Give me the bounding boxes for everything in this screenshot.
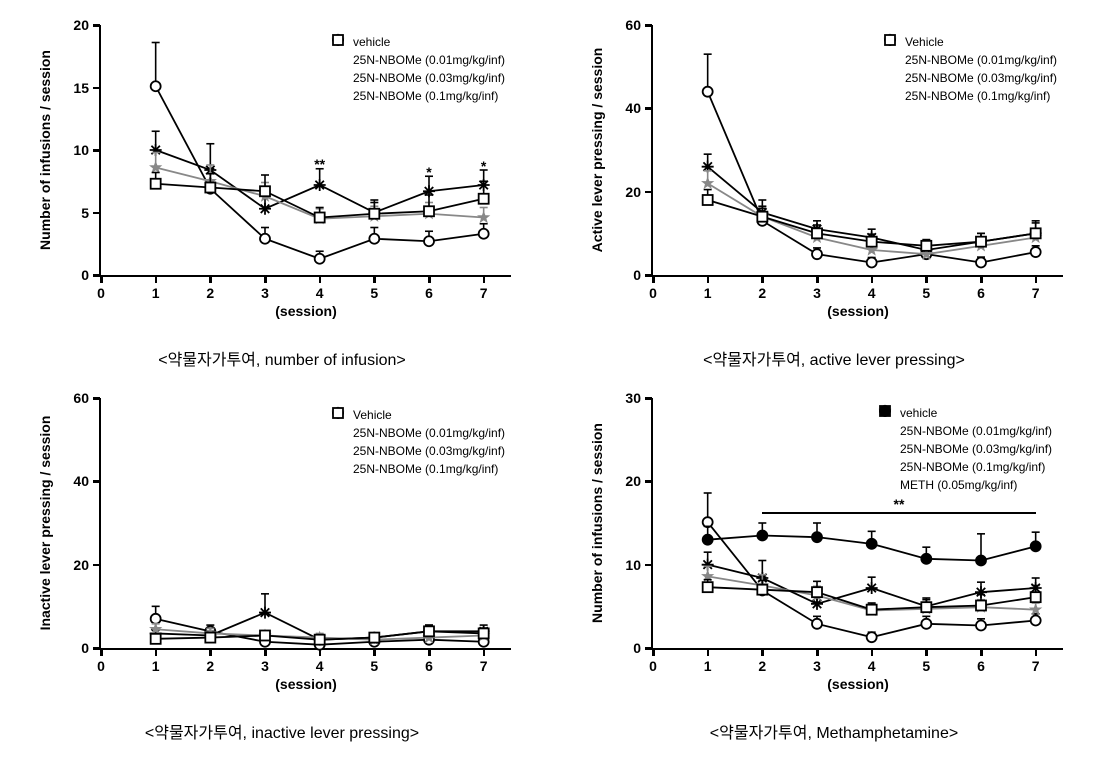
panel-D: 010203001234567Number of infusions / ses… xyxy=(567,388,1101,743)
caption-B: <약물자가투여, active lever pressing> xyxy=(567,346,1101,370)
caption-C: <약물자가투여, inactive lever pressing> xyxy=(15,719,549,743)
caption-D: <약물자가투여, Methamphetamine> xyxy=(567,719,1101,743)
panel-B: 020406001234567Active lever pressing / s… xyxy=(567,15,1101,370)
caption-A: <약물자가투여, number of infusion> xyxy=(15,346,549,370)
chart-grid: 0510152001234567Number of infusions / se… xyxy=(15,15,1101,743)
panel-C: 020406001234567Inactive lever pressing /… xyxy=(15,388,549,743)
panel-A: 0510152001234567Number of infusions / se… xyxy=(15,15,549,370)
